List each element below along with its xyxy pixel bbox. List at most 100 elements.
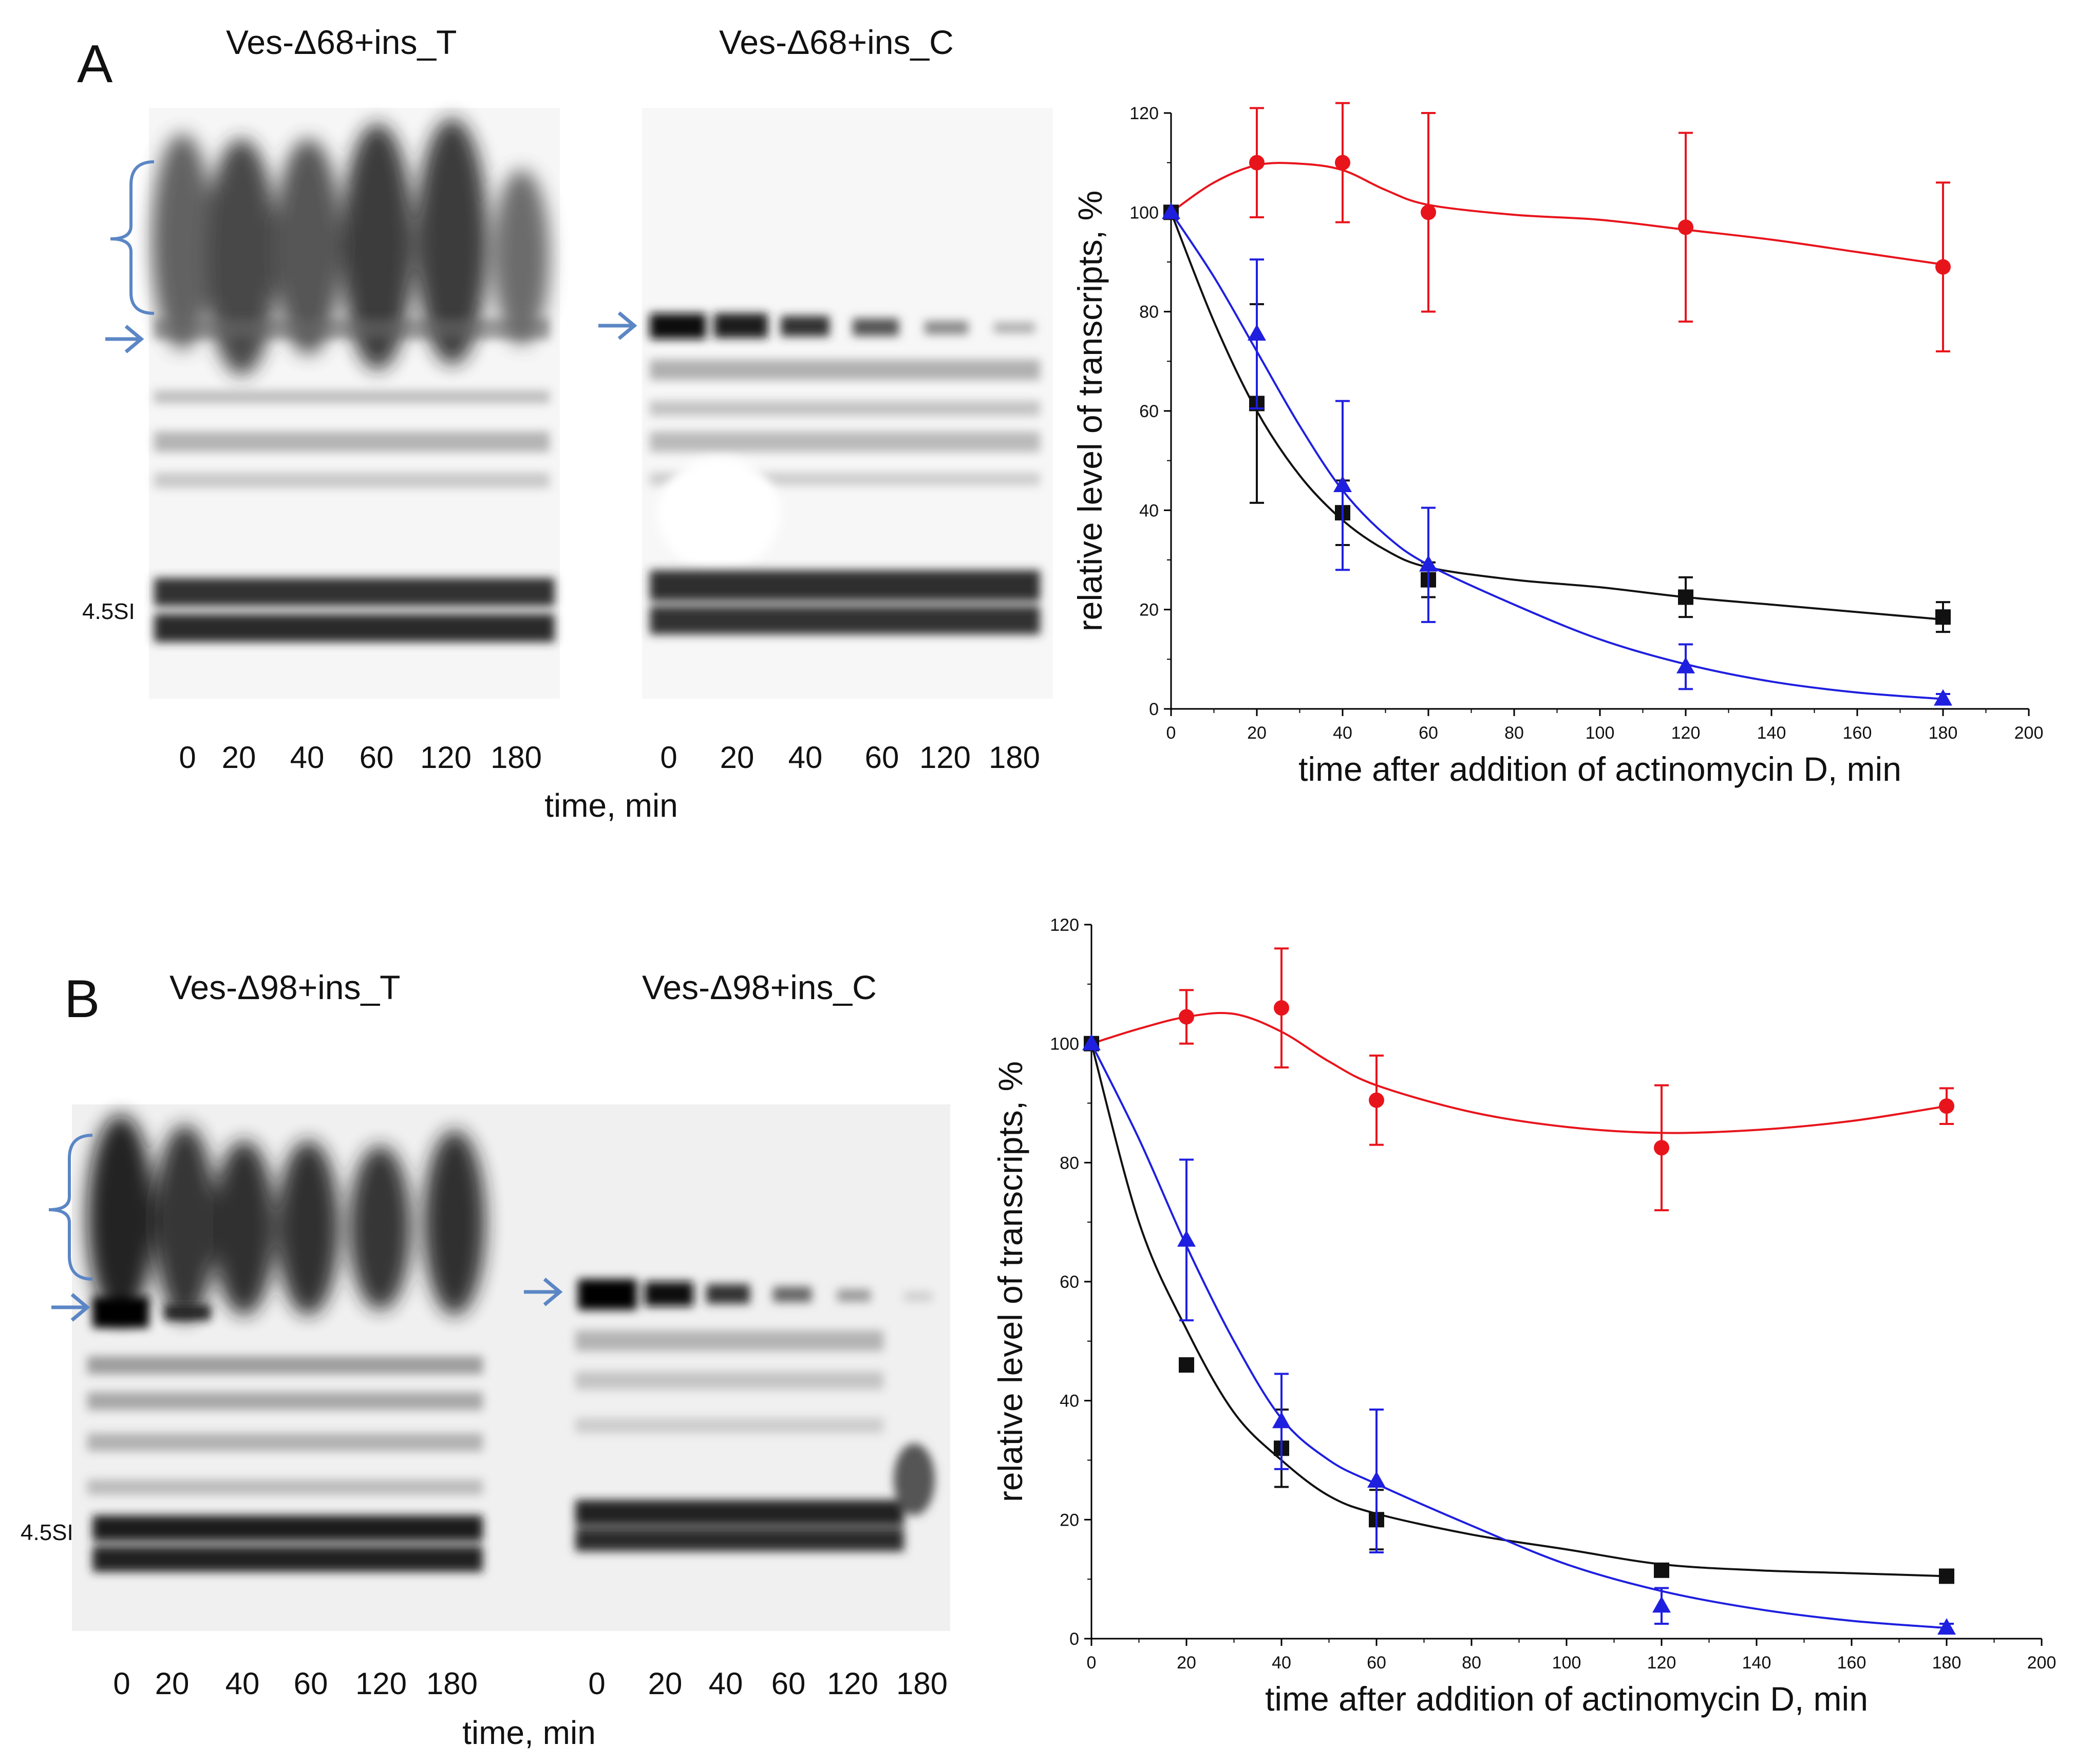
data-point: [1939, 1568, 1954, 1584]
data-point: [1678, 219, 1693, 235]
x-tick-label: 100: [1552, 1653, 1581, 1673]
lane-label: 60: [865, 740, 899, 775]
arrow-right-icon: [524, 1278, 563, 1306]
lane-label: 60: [360, 740, 394, 775]
marker-label: 4.5SI: [21, 1520, 73, 1545]
lane-label: 0: [179, 740, 196, 775]
x-tick-label: 180: [1932, 1653, 1962, 1673]
data-point: [1274, 1000, 1289, 1016]
y-tick-label: 40: [1060, 1392, 1079, 1411]
x-tick-label: 120: [1647, 1653, 1676, 1673]
data-point: [1421, 204, 1436, 220]
data-point: [1934, 689, 1952, 706]
x-tick-label: 120: [1671, 723, 1701, 743]
data-point: [1335, 155, 1350, 171]
series-square: [1163, 204, 1951, 633]
y-tick-label: 20: [1060, 1510, 1079, 1530]
lane-labels: 0 20 40 60 120 180 0 20 40 60 120 180: [113, 1666, 948, 1701]
x-tick-label: 160: [1843, 723, 1872, 743]
gel-image-a-ins-c: [642, 108, 1053, 699]
fit-curve: [1170, 212, 1944, 700]
series-square: [1084, 1036, 1954, 1584]
y-axis-title: relative level of transcripts, %: [991, 1061, 1029, 1502]
lane-label: 40: [788, 740, 823, 775]
panel-a: A Ves-Δ68+ins_T Ves-Δ68+ins_C: [77, 23, 1053, 824]
data-point: [1082, 1034, 1101, 1050]
gel-axis-label: time, min: [462, 1714, 596, 1751]
lane-label: 20: [720, 740, 755, 775]
data-point: [1652, 1596, 1671, 1613]
x-tick-label: 140: [1757, 723, 1786, 743]
x-tick-label: 180: [1929, 723, 1958, 743]
lane-label: 40: [225, 1666, 260, 1701]
lane-label: 20: [155, 1666, 190, 1701]
series-circle: [1084, 947, 1954, 1211]
lane-label: 0: [113, 1666, 130, 1701]
lane-label: 180: [426, 1666, 478, 1701]
fit-curve: [1090, 1043, 1947, 1578]
lane-label: 120: [420, 740, 472, 775]
panel-letter-b: B: [64, 969, 100, 1029]
x-tick-label: 0: [1087, 1653, 1097, 1673]
data-point: [1179, 1009, 1194, 1025]
y-tick-label: 20: [1139, 600, 1159, 620]
x-tick-label: 60: [1367, 1653, 1386, 1673]
decay-chart-b: 0 20 40 60 80 100 120 140 160 180 200 0 20 40 60 80 100 1…: [991, 915, 2056, 1718]
lane-label: 0: [588, 1666, 605, 1701]
curly-bracket-icon: [48, 1134, 93, 1281]
x-tick-label: 80: [1462, 1653, 1481, 1673]
gel-axis-label: time, min: [544, 787, 678, 824]
fit-curve: [1170, 212, 1944, 621]
y-axis-title: relative level of transcripts, %: [1071, 191, 1109, 631]
data-point: [1676, 656, 1695, 673]
series-circle: [1163, 102, 1951, 352]
x-tick-label: 40: [1333, 723, 1352, 743]
lane-label: 20: [222, 740, 256, 775]
y-tick-label: 120: [1129, 104, 1159, 123]
marker-label: 4.5SI: [82, 599, 135, 624]
data-point: [1654, 1140, 1669, 1156]
gel-image-a-ins-t: [149, 108, 560, 699]
y-tick-label: 60: [1139, 402, 1159, 421]
x-tick-label: 200: [2027, 1653, 2057, 1673]
arrow-right-icon: [598, 311, 637, 340]
lane-label: 120: [355, 1666, 407, 1701]
y-tick-label: 80: [1139, 303, 1159, 322]
lane-label: 60: [771, 1666, 806, 1701]
gel-image-b: [72, 1104, 950, 1631]
x-axis-title: time after addition of actinomycin D, mi…: [1265, 1680, 1868, 1718]
lane-label: 120: [919, 740, 971, 775]
y-tick-label: 0: [1069, 1629, 1079, 1649]
data-point: [1419, 555, 1438, 572]
decay-chart-a: 0 20 40 60 80 100 120 140 160 180 200 0 20 40 60 80 100 1…: [1071, 102, 2044, 788]
lane-label: 180: [989, 740, 1040, 775]
x-tick-label: 0: [1166, 723, 1176, 743]
lane-label: 0: [660, 740, 677, 775]
gel-title: Ves-Δ98+ins_T: [169, 968, 401, 1006]
x-axis-title: time after addition of actinomycin D, mi…: [1298, 750, 1901, 788]
series-triangle: [1082, 1034, 1956, 1635]
y-tick-label: 100: [1129, 203, 1159, 222]
fit-curve: [1170, 162, 1944, 266]
fit-curve: [1091, 1011, 1947, 1134]
lane-label: 60: [294, 1666, 328, 1701]
data-point: [1937, 1618, 1956, 1635]
panel-letter-a: A: [77, 34, 113, 94]
lane-label: 180: [896, 1666, 948, 1701]
gel-title: Ves-Δ68+ins_T: [226, 23, 457, 61]
x-tick-label: 20: [1177, 1653, 1196, 1673]
x-tick-label: 80: [1504, 723, 1524, 743]
data-point: [1935, 609, 1951, 625]
y-tick-label: 60: [1060, 1272, 1079, 1292]
x-tick-label: 160: [1837, 1653, 1866, 1673]
data-point: [1162, 202, 1180, 219]
x-tick-label: 200: [2014, 723, 2044, 743]
data-point: [1333, 476, 1352, 492]
data-point: [1939, 1098, 1954, 1114]
y-tick-label: 120: [1050, 915, 1079, 935]
lane-label: 40: [290, 740, 325, 775]
series-triangle: [1162, 202, 1952, 706]
lane-label: 120: [827, 1666, 878, 1701]
y-tick-label: 100: [1050, 1035, 1079, 1054]
